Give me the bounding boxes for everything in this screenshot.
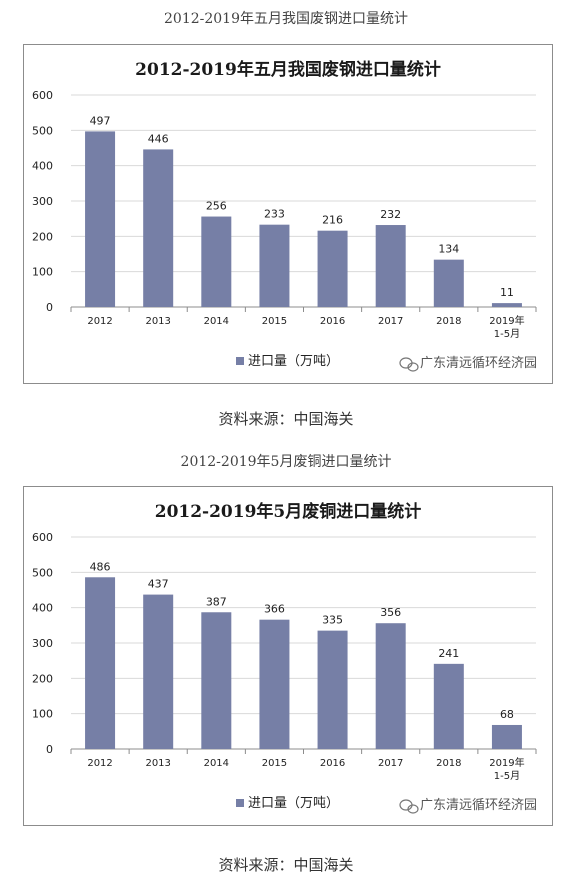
- bar: [143, 594, 174, 749]
- wechat-icon: [399, 799, 419, 814]
- data-label: 68: [500, 708, 514, 721]
- data-label: 256: [206, 200, 227, 213]
- y-tick-label: 500: [32, 566, 53, 579]
- bar: [85, 131, 116, 307]
- data-label: 356: [380, 606, 401, 619]
- data-label: 486: [90, 560, 111, 573]
- x-tick-label: 2015: [262, 316, 287, 327]
- y-tick-label: 0: [46, 743, 53, 756]
- bar: [85, 577, 116, 749]
- top-caption: 2012-2019年五月我国废钢进口量统计: [164, 11, 408, 27]
- data-label: 366: [264, 603, 285, 616]
- bar: [259, 619, 290, 749]
- wechat-icon: [399, 357, 419, 372]
- chart-title: 2012-2019年5月废铜进口量统计: [155, 501, 422, 522]
- x-tick-label: 2017: [378, 316, 403, 327]
- x-tick-label: 2014: [204, 758, 229, 769]
- x-tick-label: 2018: [436, 758, 461, 769]
- y-tick-label: 400: [32, 160, 53, 173]
- data-label: 233: [264, 208, 285, 221]
- x-tick-label: 2019年 1-5月: [489, 756, 524, 782]
- y-tick-label: 300: [32, 195, 53, 208]
- bar: [259, 224, 290, 307]
- x-tick-label: 2016: [320, 758, 345, 769]
- x-tick-label: 2018: [436, 316, 461, 327]
- y-tick-label: 400: [32, 602, 53, 615]
- bar: [433, 259, 464, 307]
- bar: [491, 724, 522, 749]
- x-tick-label: 2013: [145, 316, 170, 327]
- legend-swatch: [236, 799, 244, 807]
- legend-swatch: [236, 357, 244, 365]
- chart-scrap-steel: 2012-2019年五月我国废钢进口量统计 0 100 200 300 400 500 600…: [32, 59, 537, 372]
- bar: [201, 612, 232, 749]
- source-note-2: 资料来源：中国海关: [218, 856, 354, 874]
- chart-panel-scrap-steel: 2012-2019年五月我国废钢进口量统计 0 100 200 300 400 500 600…: [23, 44, 553, 384]
- y-tick-label: 100: [32, 708, 53, 721]
- data-label: 216: [322, 214, 343, 227]
- bar: [375, 623, 406, 749]
- data-label: 134: [438, 243, 459, 256]
- data-label: 11: [500, 286, 514, 299]
- y-tick-label: 0: [46, 301, 53, 314]
- y-tick-label: 200: [32, 230, 53, 243]
- x-tick-label: 2017: [378, 758, 403, 769]
- x-tick-label: 2019年 1-5月: [489, 314, 524, 340]
- chart-scrap-copper: 2012-2019年5月废铜进口量统计 0 100 200 300 400 500 600 48…: [32, 501, 537, 814]
- y-tick-label: 200: [32, 672, 53, 685]
- data-label: 387: [206, 595, 227, 608]
- data-label: 241: [438, 647, 459, 660]
- chart-title: 2012-2019年五月我国废钢进口量统计: [135, 59, 441, 80]
- bar: [201, 216, 232, 307]
- y-tick-label: 600: [32, 89, 53, 102]
- bar: [317, 630, 348, 749]
- bar: [143, 149, 174, 307]
- x-tick-label: 2016: [320, 316, 345, 327]
- x-tick-label: 2013: [145, 758, 170, 769]
- data-label: 232: [380, 208, 401, 221]
- watermark-text: 广东清远循环经济园: [420, 798, 537, 813]
- source-note-1: 资料来源：中国海关: [218, 410, 354, 428]
- x-tick-label: 2012: [87, 758, 112, 769]
- data-label: 335: [322, 614, 343, 627]
- x-tick-label: 2015: [262, 758, 287, 769]
- bar: [433, 663, 464, 749]
- y-tick-label: 600: [32, 531, 53, 544]
- y-tick-label: 500: [32, 124, 53, 137]
- x-tick-label: 2012: [87, 316, 112, 327]
- data-label: 437: [148, 578, 169, 591]
- legend-label: 进口量（万吨）: [248, 354, 339, 369]
- data-label: 446: [148, 132, 169, 145]
- y-tick-label: 100: [32, 266, 53, 279]
- watermark-text: 广东清远循环经济园: [420, 356, 537, 371]
- y-tick-label: 300: [32, 637, 53, 650]
- data-label: 497: [90, 114, 111, 127]
- chart-panel-scrap-copper: 2012-2019年5月废铜进口量统计 0 100 200 300 400 500 600 48…: [23, 486, 553, 826]
- x-tick-label: 2014: [204, 316, 229, 327]
- bar: [491, 303, 522, 307]
- legend-label: 进口量（万吨）: [248, 796, 339, 811]
- bar: [375, 225, 406, 307]
- middle-caption: 2012-2019年5月废铜进口量统计: [180, 454, 392, 470]
- bar: [317, 230, 348, 307]
